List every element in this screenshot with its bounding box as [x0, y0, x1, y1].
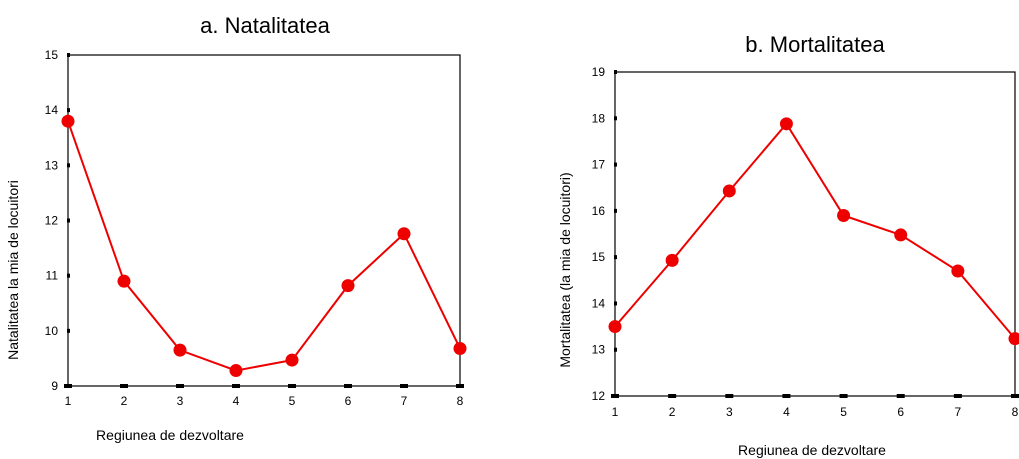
series-line — [67, 120, 461, 372]
x-tick-label: 3 — [177, 394, 184, 408]
data-point — [951, 264, 965, 278]
x-tick-label: 1 — [612, 405, 619, 419]
data-point — [229, 364, 243, 378]
plot-frame — [67, 54, 461, 387]
data-point — [1008, 332, 1019, 346]
plot-frame — [614, 71, 1016, 397]
x-tick-label: 8 — [1012, 405, 1019, 419]
data-point — [608, 320, 622, 334]
series-points — [61, 114, 467, 378]
x-tick-label: 5 — [289, 394, 296, 408]
y-tick-label: 15 — [592, 250, 606, 264]
y-tick-label: 17 — [592, 158, 606, 172]
x-tick-label: 6 — [345, 394, 352, 408]
chart-title: b. Mortalitatea — [745, 32, 885, 57]
data-point — [397, 227, 411, 241]
y-tick-label: 10 — [45, 324, 59, 338]
y-tick-label: 19 — [592, 65, 606, 79]
x-tick-label: 2 — [121, 394, 128, 408]
x-tick-label: 4 — [233, 394, 240, 408]
x-tick-label: 2 — [669, 405, 676, 419]
chart-title: a. Natalitatea — [200, 13, 330, 38]
y-axis-label: Mortalitatea (la mia de locuitori) — [557, 172, 573, 367]
data-point — [779, 117, 793, 131]
x-tick-label: 7 — [955, 405, 962, 419]
x-axis-label: Regiunea de dezvoltare — [96, 427, 244, 443]
data-point — [117, 274, 131, 288]
y-tick-label: 15 — [45, 48, 59, 62]
y-axis-label: Natalitatea la mia de locuitori — [5, 180, 21, 360]
y-tick-label: 11 — [46, 269, 59, 283]
data-point — [837, 208, 851, 222]
y-tick-label: 13 — [592, 343, 606, 357]
data-point — [61, 114, 75, 128]
y-tick-label: 16 — [592, 204, 606, 218]
series-points — [608, 117, 1019, 346]
data-point — [341, 279, 355, 293]
x-tick-label: 6 — [897, 405, 904, 419]
data-point — [285, 353, 299, 367]
y-tick-label: 14 — [592, 296, 606, 310]
y-tick-label: 9 — [51, 379, 58, 393]
y-tick-label: 12 — [592, 389, 606, 403]
x-axis-ticks: 1 2 3 4 5 6 7 8 — [64, 384, 464, 408]
x-tick-label: 1 — [65, 394, 72, 408]
data-point — [722, 184, 736, 198]
x-tick-label: 7 — [401, 394, 408, 408]
x-tick-label: 4 — [783, 405, 790, 419]
x-axis-label: Regiunea de dezvoltare — [738, 442, 886, 458]
y-axis-ticks: 12 13 14 15 16 17 18 19 — [592, 65, 617, 403]
y-axis-ticks: 9 10 11 12 13 14 15 — [45, 48, 70, 393]
data-point — [453, 341, 467, 355]
data-point — [894, 228, 908, 242]
y-tick-label: 12 — [45, 214, 59, 228]
data-point — [173, 343, 187, 357]
x-axis-ticks: 1 2 3 4 5 6 7 8 — [611, 394, 1019, 419]
y-tick-label: 18 — [592, 111, 606, 125]
x-tick-label: 3 — [726, 405, 733, 419]
y-tick-label: 14 — [45, 103, 59, 117]
data-point — [665, 253, 679, 267]
x-tick-label: 8 — [457, 394, 464, 408]
x-tick-label: 5 — [840, 405, 847, 419]
y-tick-label: 13 — [45, 158, 59, 172]
series-line — [614, 122, 1016, 340]
